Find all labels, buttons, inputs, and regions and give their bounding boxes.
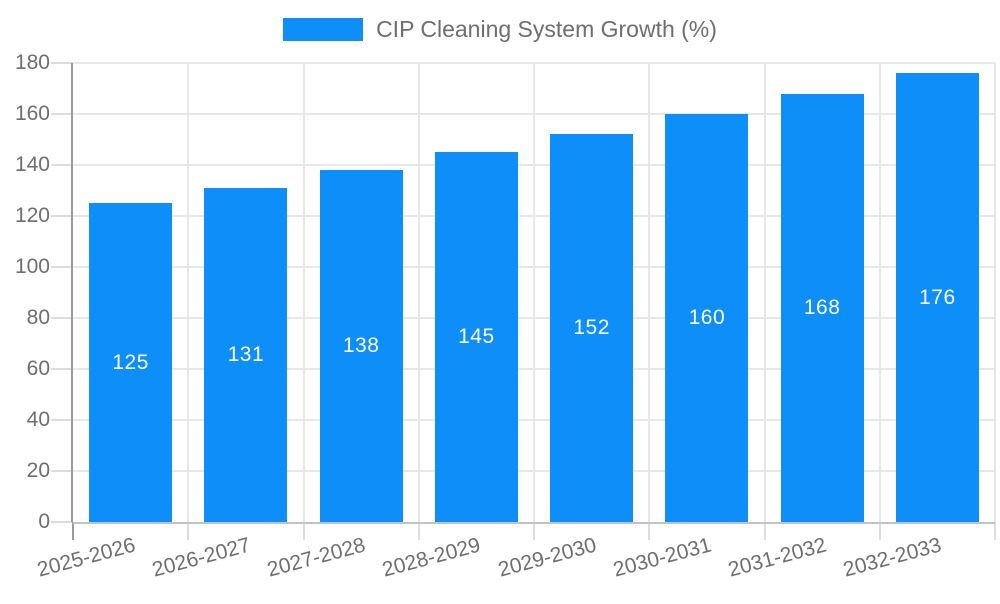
y-tick-mark [51, 266, 73, 268]
x-tick-mark [302, 522, 305, 540]
bar-value-label: 145 [458, 325, 495, 349]
v-gridline [994, 63, 996, 522]
bar: 176 [895, 73, 979, 522]
bar-value-label: 138 [342, 334, 380, 358]
y-tick-mark [51, 164, 73, 166]
x-tick-mark [417, 522, 420, 540]
x-tick-mark [72, 522, 74, 540]
x-tick-mark [533, 522, 535, 540]
bar-value-label: 125 [112, 350, 149, 374]
bar: 168 [780, 93, 864, 522]
bar: 160 [665, 114, 749, 522]
v-gridline [533, 63, 535, 522]
y-axis-tick-label: 0 [38, 510, 50, 533]
y-axis-line [71, 63, 73, 522]
v-gridline [878, 63, 881, 522]
y-tick-mark [51, 113, 73, 115]
y-tick-mark [51, 521, 73, 523]
y-axis-tick-label: 40 [26, 408, 50, 431]
bar: 138 [319, 170, 403, 522]
x-tick-mark [763, 522, 766, 540]
bar-value-label: 160 [688, 306, 726, 329]
x-tick-mark [994, 522, 996, 540]
v-gridline [417, 63, 420, 522]
y-axis-tick-label: 20 [26, 459, 50, 482]
y-tick-mark [51, 419, 73, 421]
bar-value-label: 152 [573, 316, 610, 340]
bar-value-label: 131 [227, 342, 265, 366]
plot-area: 125 131 138 145 152 160 168 176 [73, 62, 996, 522]
bar-value-label: 176 [919, 285, 956, 309]
v-gridline [302, 63, 305, 522]
y-tick-mark [51, 317, 73, 319]
legend-label: CIP Cleaning System Growth (%) [376, 16, 717, 42]
x-tick-mark [187, 522, 190, 540]
x-axis-line [73, 522, 995, 524]
y-axis-tick-label: 140 [14, 153, 50, 176]
x-tick-mark [878, 522, 881, 540]
y-tick-mark [51, 368, 73, 370]
bar: 131 [204, 187, 288, 522]
bar: 145 [434, 152, 518, 522]
y-axis-tick-label: 120 [14, 204, 50, 227]
x-tick-mark [648, 522, 651, 540]
y-axis-tick-label: 180 [14, 51, 50, 74]
bar: 152 [550, 134, 634, 522]
y-axis-tick-label: 80 [26, 306, 50, 329]
legend-swatch [283, 18, 364, 41]
legend-item[interactable]: CIP Cleaning System Growth (%) [0, 16, 1000, 43]
bar-value-label: 168 [803, 295, 841, 319]
y-tick-mark [51, 62, 73, 64]
y-axis-tick-label: 160 [14, 102, 50, 125]
y-axis-tick-label: 60 [26, 357, 50, 380]
v-gridline [763, 63, 766, 522]
v-gridline [648, 63, 651, 522]
y-tick-mark [51, 470, 73, 472]
v-gridline [187, 63, 190, 522]
y-axis-tick-label: 100 [14, 255, 50, 278]
y-tick-mark [51, 215, 73, 217]
bar: 125 [89, 203, 173, 522]
